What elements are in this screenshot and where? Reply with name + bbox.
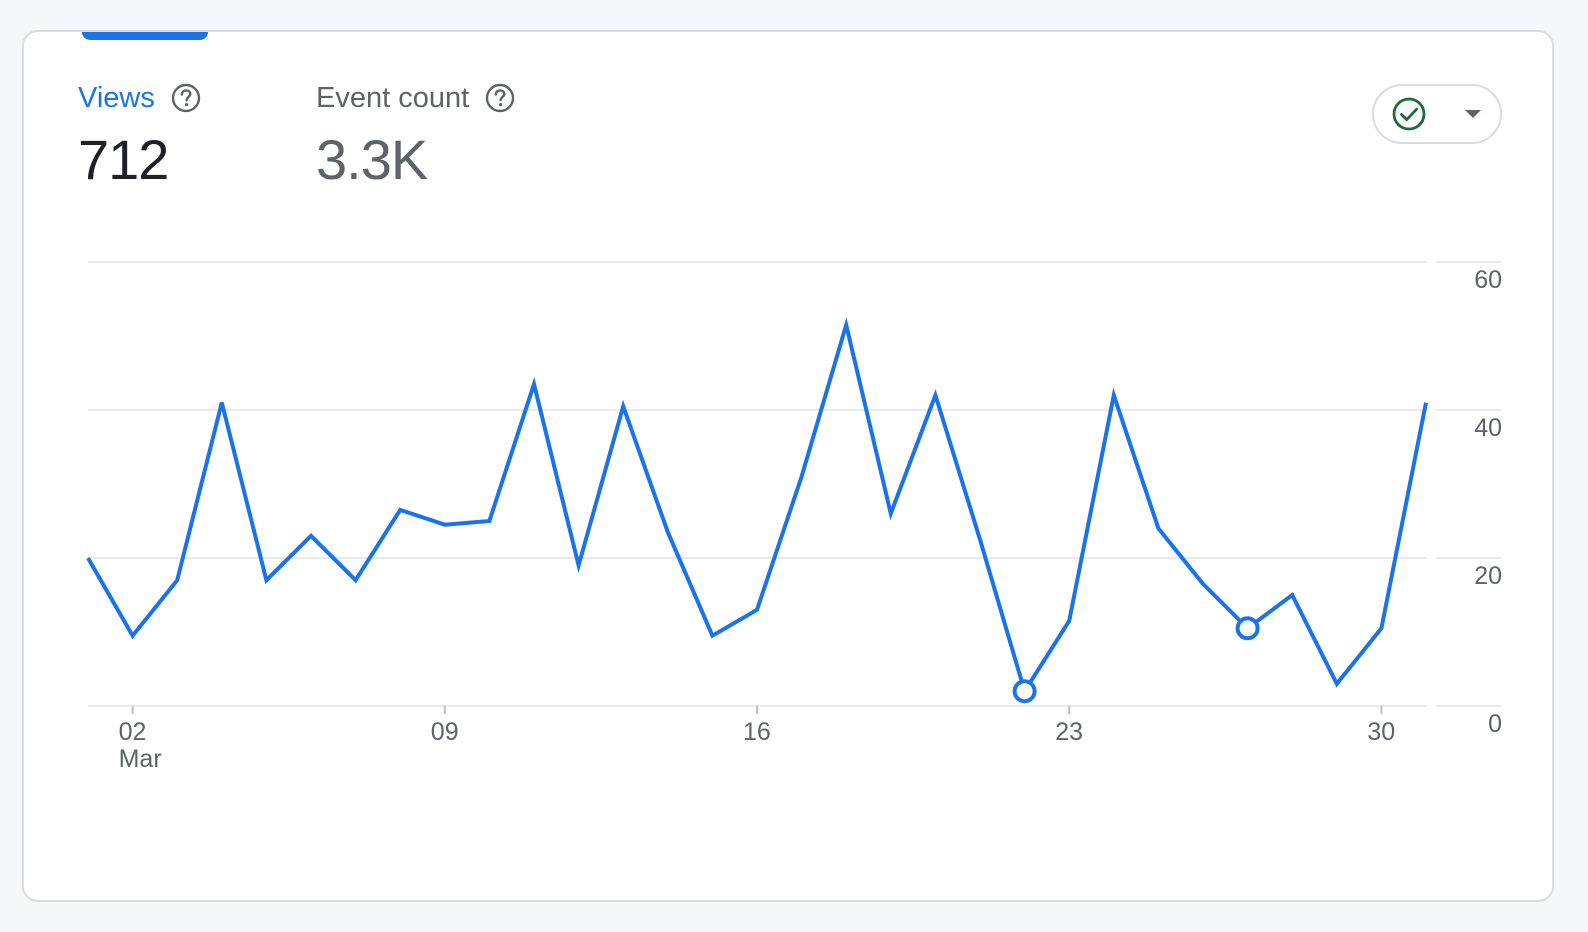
metric-header: Views — [78, 78, 201, 118]
metric-value-event-count: 3.3K — [316, 128, 428, 191]
metric-value-views: 712 — [78, 128, 169, 191]
caret-down-icon — [1465, 110, 1481, 118]
metric-header: Event count — [316, 78, 515, 118]
status-dropdown-button[interactable] — [1372, 84, 1502, 144]
metric-tab-views[interactable]: Views 712 — [78, 78, 201, 192]
help-circle-icon[interactable] — [485, 83, 515, 113]
metric-label-views: Views — [78, 82, 155, 114]
help-circle-icon[interactable] — [171, 83, 201, 113]
y-tick-label: 40 — [1474, 414, 1502, 442]
x-tick-label: 16 — [743, 718, 771, 746]
series-views — [86, 317, 1428, 704]
series-line-views — [86, 317, 1428, 696]
metric-tab-event-count[interactable]: Event count 3.3K — [316, 78, 515, 192]
highlight-marker — [1235, 616, 1260, 641]
y-axis-ticks: 0 20 40 60 — [1474, 266, 1502, 738]
x-tick-label: 23 — [1055, 718, 1083, 746]
metric-label-event-count: Event count — [316, 82, 470, 114]
active-tab-indicator — [82, 32, 208, 40]
x-tick-label: 09 — [431, 718, 459, 746]
x-tick-sublabel: Mar — [119, 745, 162, 773]
y-tick-label: 0 — [1488, 710, 1502, 738]
gridlines — [88, 261, 1502, 707]
y-tick-label: 20 — [1474, 562, 1502, 590]
highlight-marker — [1012, 679, 1037, 704]
y-tick-label: 60 — [1474, 266, 1502, 294]
x-tick-label: 30 — [1367, 718, 1395, 746]
views-chart-card: Views 712 Event count 3.3K — [22, 30, 1554, 902]
check-circle-icon — [1392, 97, 1426, 131]
x-tick-label: 02 — [119, 718, 147, 746]
